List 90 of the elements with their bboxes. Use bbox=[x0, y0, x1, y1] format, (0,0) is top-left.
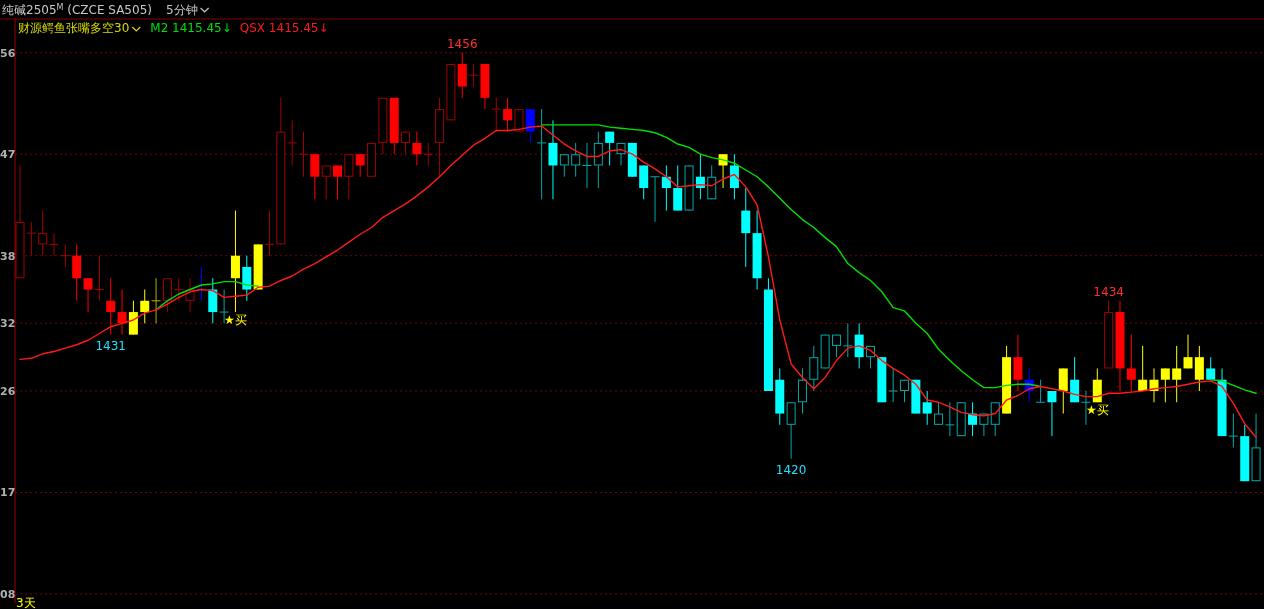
candlestick bbox=[49, 232, 60, 257]
chart-subtitle: 财源鳄鱼张嘴多空30 bbox=[18, 21, 130, 35]
candlestick bbox=[1047, 390, 1057, 437]
candlestick bbox=[491, 97, 502, 133]
candlestick bbox=[1058, 367, 1068, 415]
candlestick bbox=[559, 153, 569, 178]
candlestick bbox=[298, 131, 309, 178]
candlestick bbox=[468, 63, 479, 88]
candlestick bbox=[548, 119, 558, 200]
candlestick bbox=[321, 164, 331, 200]
candlestick bbox=[842, 322, 853, 358]
candlestick bbox=[729, 153, 739, 200]
annotation: ★买 bbox=[224, 313, 247, 328]
candlestick bbox=[83, 277, 93, 313]
candlestick bbox=[888, 367, 899, 403]
candlestick bbox=[593, 131, 603, 189]
candlestick bbox=[457, 52, 467, 99]
annotation: 1456 bbox=[446, 36, 478, 51]
candlestick bbox=[242, 255, 252, 302]
candlestick bbox=[72, 243, 82, 302]
candlestick bbox=[1183, 334, 1193, 369]
y-tick-label: 47 bbox=[0, 148, 16, 162]
candlestick bbox=[797, 367, 807, 415]
text: M2 1415.45↓ bbox=[150, 21, 232, 35]
candlestick bbox=[582, 142, 592, 189]
candlestick bbox=[1070, 356, 1080, 403]
candlestick bbox=[639, 164, 649, 200]
candlestick bbox=[650, 176, 661, 223]
candlestick bbox=[514, 108, 524, 133]
candlestick bbox=[673, 164, 683, 212]
candlestick bbox=[60, 243, 71, 268]
candlestick bbox=[854, 322, 864, 369]
x-axis-title: 5分钟 bbox=[165, 3, 198, 17]
y-tick-label: 08 bbox=[0, 587, 16, 601]
annotation: 1434 bbox=[1093, 284, 1124, 299]
y-tick-label: 26 bbox=[0, 384, 16, 398]
candlestick bbox=[571, 142, 581, 178]
y-tick-label: 56 bbox=[0, 46, 16, 60]
candlestick bbox=[1160, 367, 1170, 403]
candlestick bbox=[1172, 345, 1182, 403]
annotation: 3天 bbox=[16, 596, 36, 609]
candlestick bbox=[1194, 345, 1204, 392]
candlestick bbox=[1126, 334, 1136, 392]
candlestick bbox=[525, 108, 535, 144]
candlestick bbox=[1138, 345, 1148, 392]
candlestick bbox=[162, 277, 172, 313]
candlestick bbox=[922, 390, 932, 426]
candlestick bbox=[741, 187, 751, 268]
candlestick bbox=[979, 413, 989, 437]
candlestick bbox=[1013, 334, 1023, 392]
candlestick bbox=[809, 345, 819, 392]
candlestick bbox=[605, 131, 615, 166]
y-tick-label: 17 bbox=[0, 486, 16, 500]
candlestick bbox=[990, 401, 1000, 437]
candlestick bbox=[1228, 413, 1239, 448]
candlestick bbox=[287, 119, 298, 166]
annotation: ★买 bbox=[1085, 403, 1109, 418]
candlestick bbox=[264, 210, 275, 257]
candlestick bbox=[140, 289, 150, 324]
candlestick bbox=[401, 131, 411, 155]
candlestick bbox=[106, 277, 116, 336]
candlestick bbox=[128, 300, 138, 336]
candlestick bbox=[26, 221, 37, 257]
candlestick bbox=[423, 142, 434, 166]
candlestick bbox=[503, 97, 513, 133]
candlestick bbox=[831, 334, 841, 358]
candlestick bbox=[934, 401, 944, 426]
candlestick bbox=[355, 153, 365, 178]
candlestick bbox=[661, 164, 671, 212]
y-tick-label: 38 bbox=[0, 249, 16, 263]
candlestick bbox=[208, 277, 218, 324]
candlestick bbox=[117, 289, 127, 336]
candlestick bbox=[173, 277, 184, 302]
candlestick bbox=[786, 401, 796, 460]
candlestick bbox=[310, 153, 320, 200]
candlestick bbox=[333, 164, 343, 200]
candlestick bbox=[944, 401, 955, 437]
annotation: 1431 bbox=[95, 338, 126, 353]
chart-title: 纯碱2505$^{M}$ (CZCE SA505) bbox=[2, 2, 152, 17]
candlestick bbox=[38, 210, 48, 257]
annotation: 1420 bbox=[775, 462, 807, 477]
candlestick bbox=[230, 210, 240, 313]
candlestick bbox=[151, 277, 162, 324]
candlestick bbox=[1035, 379, 1046, 403]
candlestick bbox=[412, 131, 422, 166]
candlestick bbox=[94, 255, 105, 302]
y-tick-label: 32 bbox=[0, 317, 16, 331]
candlestick bbox=[536, 108, 547, 200]
text: QSX 1415.45↓ bbox=[239, 21, 329, 35]
candlestick bbox=[344, 153, 354, 200]
